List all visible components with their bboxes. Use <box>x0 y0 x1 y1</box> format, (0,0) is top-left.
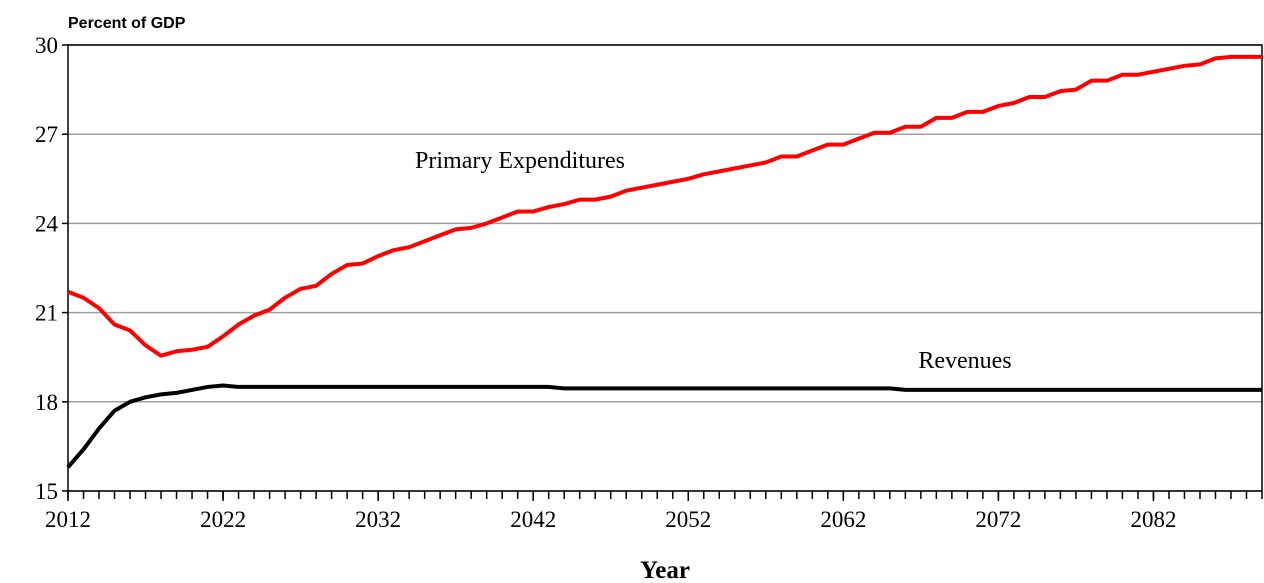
y-tick-label: 27 <box>35 122 58 147</box>
x-tick-label: 2052 <box>665 507 711 532</box>
y-tick-label: 18 <box>35 390 58 415</box>
y-tick-label: 15 <box>35 479 58 504</box>
y-tick-label: 30 <box>35 33 58 58</box>
y-axis-label: Percent of GDP <box>68 15 186 32</box>
x-tick-label: 2072 <box>975 507 1021 532</box>
y-tick-label: 24 <box>35 211 59 236</box>
x-tick-label: 2042 <box>510 507 556 532</box>
series-line <box>67 54 1262 358</box>
x-axis-label: Year <box>640 557 690 583</box>
x-tick-label: 2012 <box>45 507 91 532</box>
x-tick-label: 2032 <box>355 507 401 532</box>
x-tick-label: 2022 <box>200 507 246 532</box>
series-line <box>66 383 1262 469</box>
series-label: Revenues <box>918 348 1011 374</box>
series-label: Primary Expenditures <box>415 148 625 174</box>
x-tick-label: 2062 <box>820 507 866 532</box>
plot-frame <box>67 44 1263 492</box>
y-tick-label: 21 <box>35 301 58 326</box>
x-tick-label: 2082 <box>1130 507 1176 532</box>
